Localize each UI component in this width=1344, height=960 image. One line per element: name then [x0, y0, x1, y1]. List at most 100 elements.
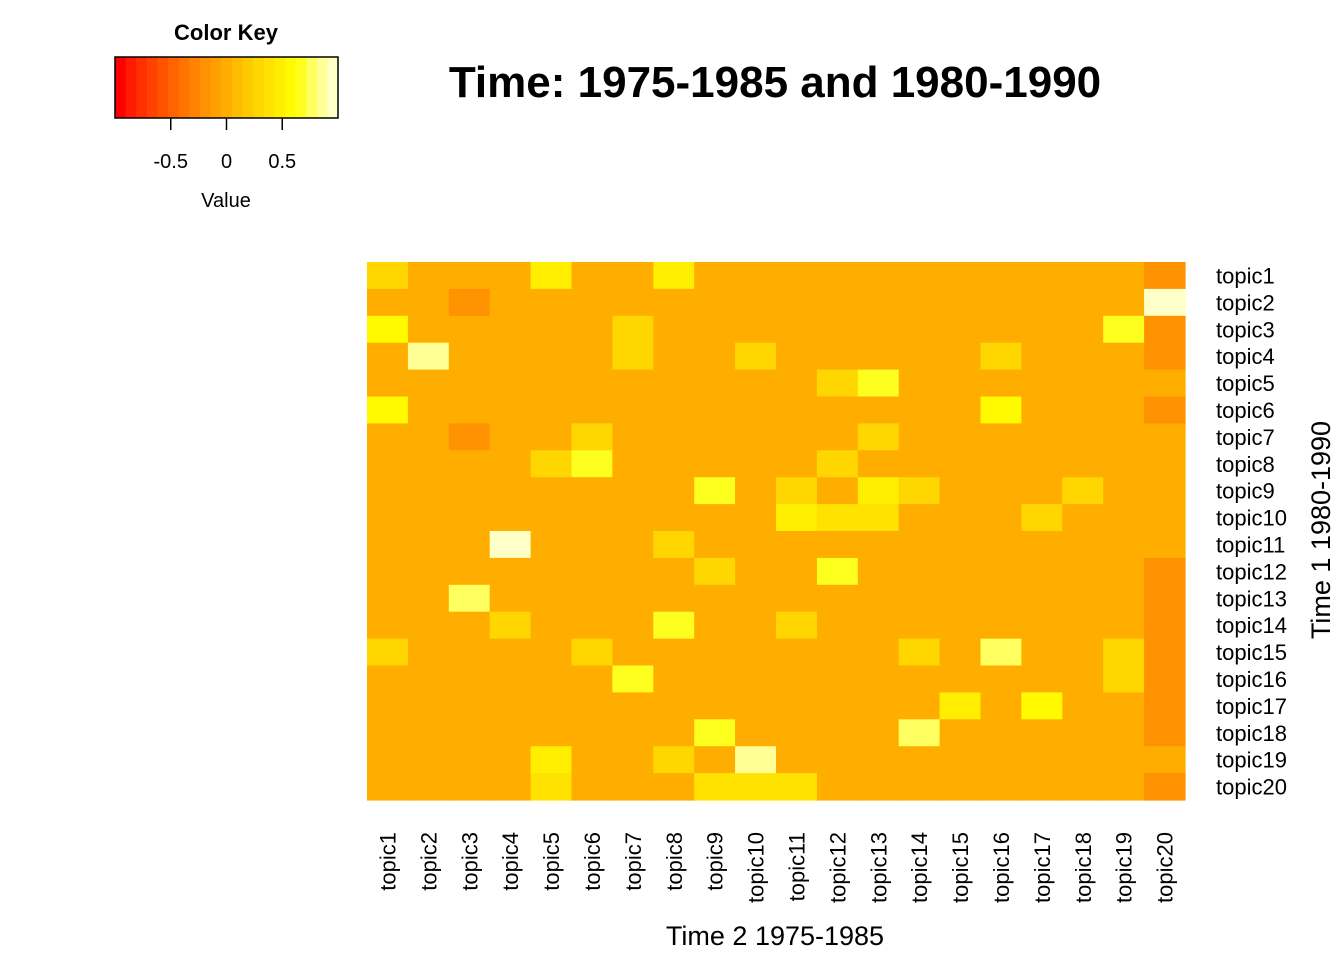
- heatmap-cell: [898, 423, 941, 451]
- heatmap-cell: [939, 288, 982, 317]
- heatmap-cell: [816, 719, 859, 747]
- heatmap-cells: [367, 262, 1186, 801]
- heatmap-cell: [489, 531, 532, 559]
- heatmap-cell: [1062, 692, 1104, 720]
- heatmap-cell: [1062, 315, 1104, 344]
- heatmap-cell: [980, 315, 1022, 344]
- heatmap-cell: [980, 665, 1022, 693]
- heatmap-cell: [1021, 665, 1063, 693]
- heatmap-cell: [1144, 342, 1186, 371]
- heatmap-cell: [694, 396, 736, 424]
- heatmap-cell: [407, 719, 450, 747]
- heatmap-cell: [530, 369, 573, 398]
- heatmap-cell: [612, 423, 654, 451]
- chart-title: Time: 1975-1985 and 1980-1990: [449, 58, 1101, 107]
- heatmap-cell: [612, 746, 654, 774]
- color-key-swatch: [146, 57, 158, 118]
- heatmap-cell: [898, 531, 941, 559]
- color-key-swatch: [327, 57, 339, 118]
- heatmap-cell: [530, 477, 573, 505]
- heatmap-cell: [694, 719, 736, 747]
- heatmap-cell: [530, 692, 573, 720]
- heatmap-cell: [776, 423, 818, 451]
- heatmap-cell: [653, 611, 695, 640]
- heatmap-cell: [489, 396, 532, 424]
- heatmap-cell: [448, 396, 491, 424]
- heatmap-cell: [653, 531, 695, 559]
- heatmap-cell: [367, 584, 409, 613]
- heatmap-cell: [448, 611, 491, 640]
- heatmap-cell: [816, 665, 859, 693]
- heatmap-cell: [857, 477, 900, 505]
- heatmap-cell: [1144, 315, 1186, 344]
- heatmap-cell: [1021, 396, 1063, 424]
- heatmap-cell: [816, 638, 859, 667]
- heatmap-cell: [448, 638, 491, 667]
- heatmap-cell: [367, 557, 409, 586]
- heatmap-cell: [448, 531, 491, 559]
- heatmap-cell: [489, 288, 532, 317]
- heatmap-cell: [489, 692, 532, 720]
- heatmap-cell: [816, 342, 859, 371]
- heatmap-cell: [612, 262, 654, 290]
- heatmap-cell: [898, 262, 941, 290]
- heatmap-cell: [489, 584, 532, 613]
- heatmap-cell: [571, 665, 613, 693]
- heatmap-cell: [571, 638, 613, 667]
- heatmap-cell: [776, 557, 818, 586]
- x-tick-label: topic12: [825, 832, 850, 903]
- heatmap-cell: [735, 288, 777, 317]
- heatmap-cell: [653, 477, 695, 505]
- heatmap-cell: [653, 719, 695, 747]
- color-key-swatch: [253, 57, 265, 118]
- heatmap-cell: [694, 423, 736, 451]
- heatmap-cell: [980, 692, 1022, 720]
- heatmap-cell: [571, 288, 613, 317]
- heatmap-cell: [530, 396, 573, 424]
- color-key-swatch: [168, 57, 180, 118]
- heatmap-cell: [980, 531, 1022, 559]
- heatmap-cell: [407, 665, 450, 693]
- heatmap-cell: [735, 450, 777, 478]
- heatmap-cell: [857, 315, 900, 344]
- heatmap-cell: [980, 638, 1022, 667]
- x-axis-label: Time 2 1975-1985: [666, 921, 884, 951]
- heatmap-cell: [448, 477, 491, 505]
- heatmap-cell: [489, 665, 532, 693]
- heatmap-cell: [939, 262, 982, 290]
- x-tick-label: topic6: [580, 832, 605, 891]
- heatmap-cell: [448, 423, 491, 451]
- heatmap-cell: [1062, 504, 1104, 532]
- heatmap-cell: [489, 611, 532, 640]
- heatmap-cell: [1144, 262, 1186, 290]
- heatmap-cell: [939, 584, 982, 613]
- heatmap-cell: [653, 773, 695, 801]
- heatmap-cell: [694, 531, 736, 559]
- color-key-swatch: [125, 57, 137, 118]
- heatmap-cell: [1103, 611, 1145, 640]
- heatmap-cell: [571, 719, 613, 747]
- heatmap-cell: [1021, 638, 1063, 667]
- heatmap-cell: [735, 477, 777, 505]
- y-tick-label: topic2: [1216, 290, 1275, 315]
- heatmap-cell: [653, 746, 695, 774]
- heatmap-cell: [694, 477, 736, 505]
- heatmap-cell: [653, 423, 695, 451]
- heatmap-cell: [448, 746, 491, 774]
- heatmap-cell: [939, 692, 982, 720]
- heatmap-cell: [571, 477, 613, 505]
- heatmap-cell: [653, 288, 695, 317]
- y-tick-label: topic1: [1216, 263, 1275, 288]
- color-key-axis: -0.5 0 0.5: [154, 118, 296, 173]
- heatmap-cell: [980, 262, 1022, 290]
- heatmap-cell: [571, 611, 613, 640]
- heatmap-cell: [694, 342, 736, 371]
- heatmap-cell: [367, 746, 409, 774]
- y-tick-label: topic13: [1216, 586, 1287, 611]
- heatmap-cell: [407, 611, 450, 640]
- heatmap-cell: [448, 719, 491, 747]
- y-tick-label: topic14: [1216, 613, 1287, 638]
- heatmap-cell: [776, 665, 818, 693]
- color-key-tick-label: 0: [221, 151, 232, 173]
- y-tick-label: topic11: [1216, 532, 1285, 557]
